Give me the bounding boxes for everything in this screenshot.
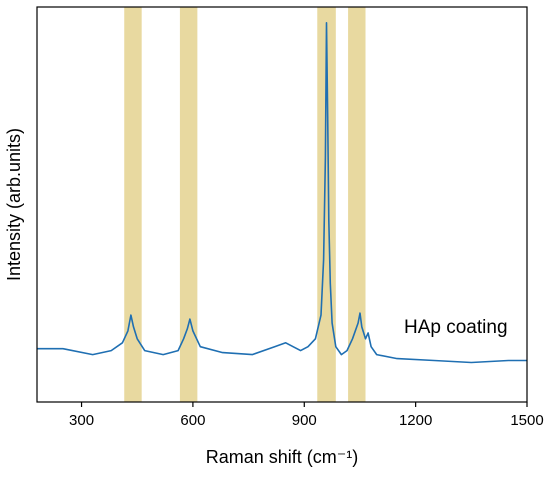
x-tick-label: 300 (69, 412, 94, 429)
series-line-1 (37, 21, 527, 364)
series-group (37, 21, 527, 364)
x-tick-label: 1500 (510, 412, 543, 429)
annotation-label: HAp coating (404, 317, 508, 338)
x-axis-title: Raman shift (cm⁻¹) (206, 447, 359, 467)
highlight-band-1 (124, 7, 142, 402)
plot-frame (36, 6, 528, 403)
x-tick-label: 1200 (399, 412, 432, 429)
x-tick-label: 600 (180, 412, 205, 429)
highlight-band-2 (179, 7, 198, 402)
highlight-band-4 (348, 7, 366, 402)
x-axis-ticks: 300 600 900 1200 1500 (69, 402, 544, 429)
y-axis-title: Intensity (arb.units) (4, 128, 24, 281)
x-tick-label: 900 (292, 412, 317, 429)
